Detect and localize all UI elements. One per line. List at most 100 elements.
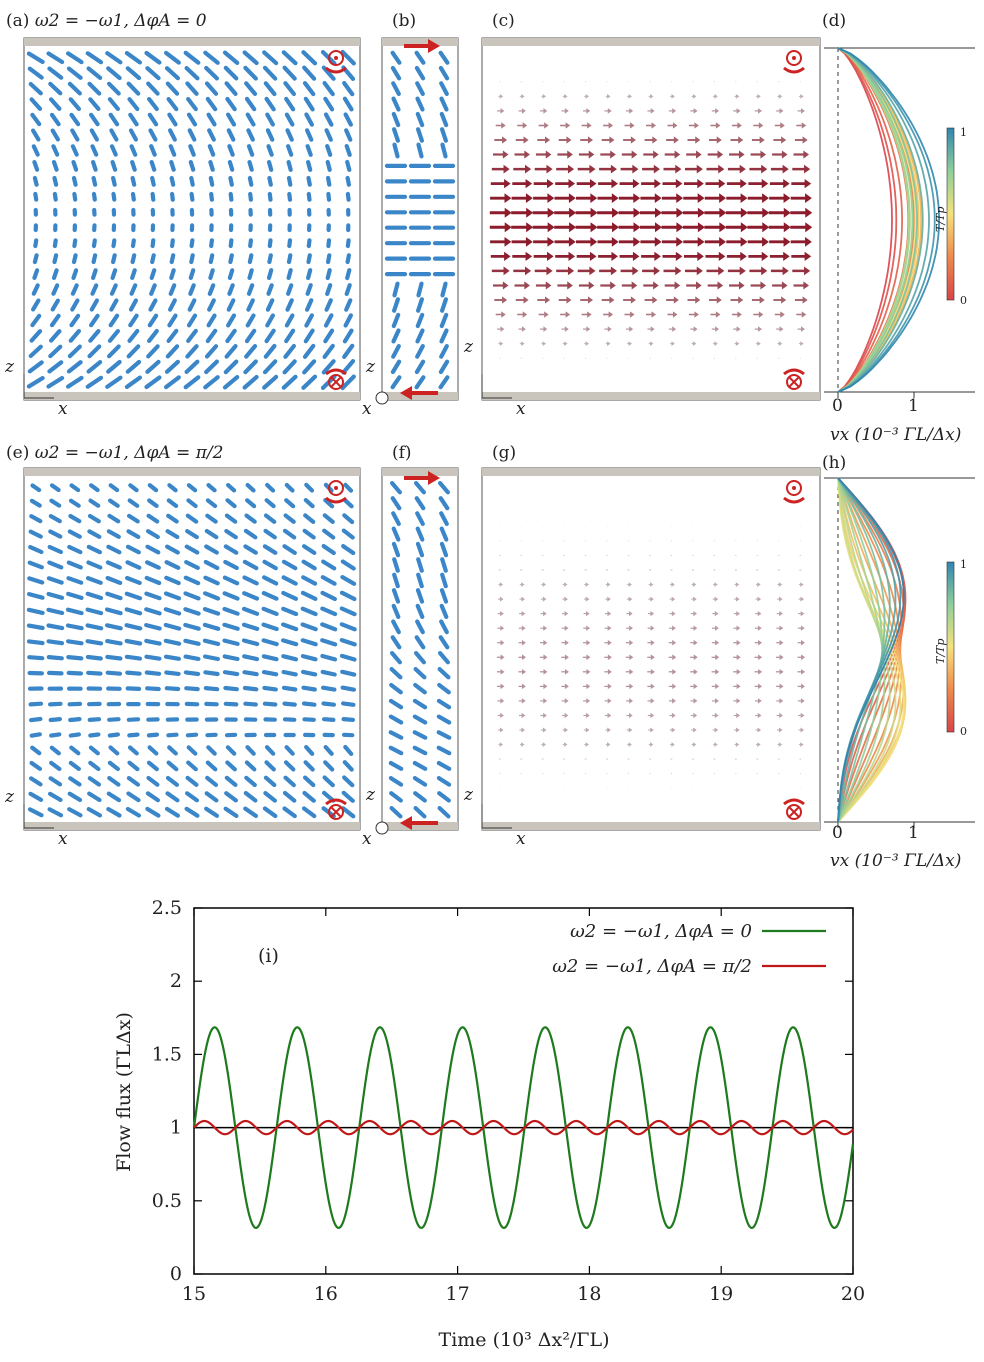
undefined-rod bbox=[207, 298, 216, 312]
undefined-arrowhead bbox=[672, 625, 676, 631]
undefined-arrowhead bbox=[801, 639, 805, 646]
undefined-rod bbox=[248, 238, 253, 249]
undefined-rod bbox=[49, 760, 62, 772]
undefined-rod bbox=[301, 701, 317, 707]
undefined-rod bbox=[439, 81, 449, 97]
undefined-rod bbox=[345, 268, 352, 281]
undefined-arrowhead bbox=[762, 193, 769, 204]
undefined-arrowhead bbox=[564, 639, 569, 646]
x-axis-label-a: x bbox=[58, 399, 68, 419]
undefined-rod bbox=[390, 65, 402, 81]
undefined-arrowhead bbox=[757, 625, 762, 631]
undefined-rod bbox=[107, 717, 121, 722]
undefined-rod bbox=[340, 574, 357, 586]
undefined-rod bbox=[286, 144, 294, 157]
undefined-arrowhead bbox=[521, 639, 526, 646]
undefined-rod bbox=[241, 606, 260, 616]
undefined-rod bbox=[204, 791, 219, 803]
undefined-rod bbox=[52, 238, 58, 249]
rotation-in-icon-0-arc bbox=[325, 368, 347, 376]
undefined-rod bbox=[324, 128, 333, 142]
undefined-arrowhead bbox=[567, 164, 575, 174]
undefined-rod bbox=[301, 685, 317, 692]
undefined-arrowhead bbox=[632, 178, 640, 189]
undefined-rod bbox=[144, 654, 162, 661]
undefined-arrowhead bbox=[524, 281, 530, 290]
undefined-rod bbox=[188, 268, 196, 280]
x-tick-label-5: 20 bbox=[841, 1283, 865, 1305]
rotation-in-icon-0 bbox=[328, 374, 344, 390]
undefined-rod bbox=[265, 482, 276, 493]
undefined-rod bbox=[105, 654, 123, 661]
undefined-rod bbox=[222, 591, 240, 601]
undefined-rod bbox=[284, 328, 296, 344]
undefined-arrowhead bbox=[547, 207, 555, 218]
undefined-arrowhead bbox=[544, 136, 551, 144]
undefined-arrowhead bbox=[585, 727, 590, 733]
undefined-arrowhead bbox=[715, 122, 721, 129]
undefined-rod bbox=[226, 483, 237, 493]
undefined-rod bbox=[282, 790, 297, 803]
x-tick-label-0: 15 bbox=[182, 1283, 206, 1305]
undefined-rod bbox=[91, 238, 97, 249]
undefined-rod bbox=[415, 111, 425, 128]
undefined-arrowhead bbox=[714, 625, 719, 631]
undefined-arrowhead bbox=[521, 93, 525, 99]
undefined-rod bbox=[88, 745, 100, 756]
undefined-arrowhead bbox=[543, 326, 548, 332]
undefined-rod bbox=[146, 81, 160, 96]
undefined-rod bbox=[163, 638, 182, 646]
z-axis-label-a: z bbox=[4, 357, 15, 377]
undefined-arrowhead bbox=[630, 296, 636, 304]
undefined-rod bbox=[436, 760, 452, 771]
undefined-rod bbox=[111, 238, 117, 249]
undefined-rod bbox=[440, 281, 448, 298]
undefined-rod bbox=[105, 560, 122, 570]
undefined-rod bbox=[281, 622, 299, 632]
panel-c-label: (c) bbox=[492, 11, 515, 31]
undefined-rod bbox=[49, 313, 61, 328]
undefined-rod bbox=[242, 50, 259, 66]
undefined-arrowhead bbox=[762, 236, 769, 247]
undefined-arrowhead bbox=[525, 178, 533, 189]
undefined-arrowhead bbox=[715, 639, 720, 646]
undefined-arrowhead bbox=[651, 122, 656, 129]
undefined-rod bbox=[415, 328, 425, 344]
undefined-rod bbox=[300, 622, 318, 632]
undefined-rod bbox=[305, 283, 313, 296]
undefined-arrowhead bbox=[504, 251, 511, 262]
undefined-arrowhead bbox=[758, 311, 764, 318]
undefined-arrowhead bbox=[760, 281, 767, 290]
undefined-rod bbox=[245, 498, 257, 509]
undefined-rod bbox=[320, 575, 337, 586]
undefined-arrowhead bbox=[781, 150, 788, 159]
profile-h-curve bbox=[837, 477, 905, 823]
undefined-arrowhead bbox=[654, 193, 662, 204]
undefined-arrowhead bbox=[676, 222, 684, 233]
undefined-rod bbox=[185, 775, 199, 787]
profile-d-curve bbox=[837, 47, 924, 393]
colorbar-h-tick-0: 0 bbox=[960, 725, 967, 738]
undefined-rod bbox=[125, 670, 142, 676]
undefined-rod bbox=[341, 528, 355, 540]
undefined-arrowhead bbox=[564, 683, 569, 690]
undefined-rod bbox=[209, 238, 214, 249]
undefined-arrowhead bbox=[628, 596, 633, 602]
undefined-arrowhead bbox=[568, 178, 576, 189]
panel-b-frame-wall-top bbox=[382, 38, 458, 46]
undefined-arrowhead bbox=[523, 296, 529, 304]
undefined-rod bbox=[413, 791, 427, 803]
undefined-arrowhead bbox=[654, 207, 662, 218]
undefined-rod bbox=[88, 498, 101, 508]
undefined-arrowhead bbox=[650, 668, 655, 675]
undefined-rod bbox=[284, 745, 295, 756]
undefined-rod bbox=[390, 375, 402, 390]
undefined-rod bbox=[261, 638, 279, 647]
undefined-rod bbox=[416, 557, 424, 573]
undefined-arrowhead bbox=[779, 698, 784, 704]
undefined-arrowhead bbox=[805, 193, 812, 204]
undefined-rod bbox=[29, 732, 42, 738]
undefined-arrowhead bbox=[502, 296, 508, 304]
undefined-rod bbox=[46, 654, 64, 661]
undefined-rod bbox=[26, 623, 45, 631]
